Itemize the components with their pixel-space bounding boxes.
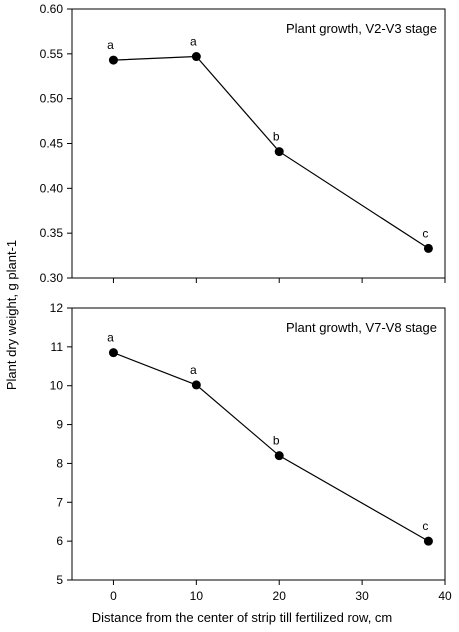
bottom-data-point	[108, 348, 118, 358]
bottom-y-tick-label: 11	[51, 340, 64, 354]
bottom-data-point	[191, 380, 201, 390]
bottom-y-tick-label: 10	[50, 379, 64, 393]
bottom-y-tick-label: 7	[56, 495, 63, 509]
top-y-tick-label: 0.50	[40, 92, 64, 106]
top-y-tick-label: 0.55	[40, 47, 64, 61]
bottom-point-label: c	[422, 519, 428, 533]
bottom-panel-title: Plant growth, V7-V8 stage	[286, 320, 437, 335]
top-point-label: b	[273, 130, 280, 144]
bottom-panel: 5 6 7 8 9 10 11 12 0 10 20 30 40 Plant growth, V7-V8 …	[50, 301, 452, 603]
top-y-tick-label: 0.60	[40, 2, 64, 16]
top-data-point	[191, 52, 201, 62]
top-panel: 0.30 0.35 0.40 0.45 0.50 0.55 0.60 Plant growth…	[40, 2, 446, 285]
bottom-data-point	[274, 451, 284, 461]
bottom-y-tick-label: 9	[56, 418, 63, 432]
bottom-y-tick-label: 6	[56, 534, 63, 548]
bottom-x-tick-label: 10	[190, 589, 204, 603]
top-plot-frame	[71, 8, 446, 279]
bottom-x-tick-label: 0	[110, 589, 117, 603]
top-point-label: a	[190, 35, 197, 49]
bottom-point-label: b	[273, 434, 280, 448]
x-axis-title: Distance from the center of strip till f…	[92, 610, 393, 625]
top-point-label: c	[422, 226, 428, 240]
bottom-y-tick-label: 12	[50, 301, 64, 315]
bottom-point-label: a	[190, 363, 197, 377]
bottom-y-tick-label: 5	[56, 573, 63, 587]
bottom-point-label: a	[107, 331, 114, 345]
bottom-series-line	[113, 352, 429, 542]
top-panel-title: Plant growth, V2-V3 stage	[286, 21, 437, 36]
bottom-y-tick-label: 8	[56, 456, 63, 470]
bottom-plot-frame	[71, 307, 446, 581]
bottom-x-tick-label: 40	[438, 589, 452, 603]
bottom-x-tick-label: 20	[273, 589, 287, 603]
top-series-line	[113, 55, 429, 249]
top-y-tick-label: 0.35	[40, 226, 64, 240]
top-data-point	[423, 243, 433, 253]
y-axis-title: Plant dry weight, g plant-1	[4, 240, 19, 390]
top-data-point	[108, 55, 118, 65]
top-data-point	[274, 147, 284, 157]
top-y-tick-label: 0.40	[40, 181, 64, 195]
top-point-label: a	[107, 38, 114, 52]
top-y-tick-label: 0.30	[40, 271, 64, 285]
top-y-tick-label: 0.45	[40, 137, 64, 151]
bottom-x-tick-label: 30	[355, 589, 369, 603]
bottom-data-point	[423, 536, 433, 546]
